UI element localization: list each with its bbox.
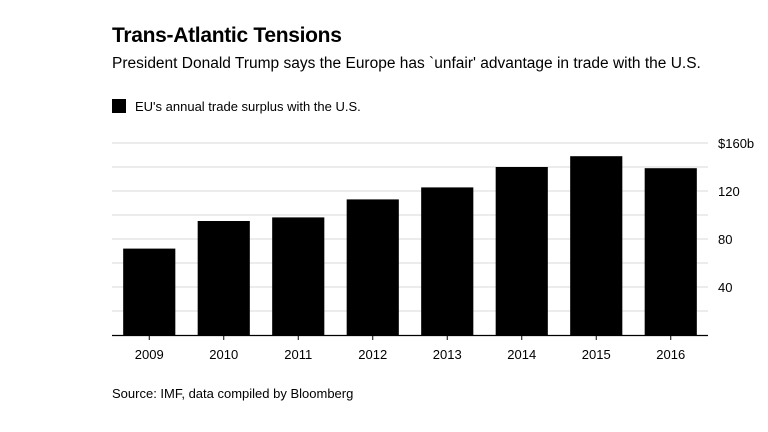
x-axis-ticks <box>148 335 672 340</box>
x-tick-label: 2016 <box>656 347 685 362</box>
bar-2010 <box>197 221 250 335</box>
legend: EU's annual trade surplus with the U.S. <box>112 96 361 116</box>
legend-swatch <box>112 99 126 113</box>
y-axis-labels: 40 80 120 $160b <box>718 136 754 295</box>
x-tick-label: 2015 <box>582 347 611 362</box>
chart-title: Trans-Atlantic Tensions <box>112 24 342 47</box>
bar-2011 <box>272 217 325 335</box>
x-tick-label: 2012 <box>358 347 387 362</box>
y-tick-label: 80 <box>718 232 732 247</box>
source-note: Source: IMF, data compiled by Bloomberg <box>112 386 354 401</box>
x-tick-label: 2010 <box>209 347 238 362</box>
bar-2014 <box>495 167 548 335</box>
y-tick-label: 40 <box>718 280 732 295</box>
bar-2016 <box>644 168 697 335</box>
bar-2013 <box>421 187 474 335</box>
y-tick-label: 120 <box>718 184 740 199</box>
chart-subtitle: President Donald Trump says the Europe h… <box>112 55 701 72</box>
x-tick-label: 2011 <box>284 347 312 362</box>
bar-2009 <box>123 248 176 335</box>
bar-2015 <box>570 156 623 335</box>
legend-label: EU's annual trade surplus with the U.S. <box>135 98 361 114</box>
x-axis-labels: 2009 2010 2011 2012 2013 2014 2015 2016 <box>135 347 685 362</box>
x-tick-label: 2009 <box>135 347 164 362</box>
y-tick-label: $160b <box>718 136 754 151</box>
x-tick-label: 2014 <box>507 347 536 362</box>
bar-2012 <box>346 199 399 335</box>
bars <box>123 156 697 335</box>
x-tick-label: 2013 <box>433 347 462 362</box>
